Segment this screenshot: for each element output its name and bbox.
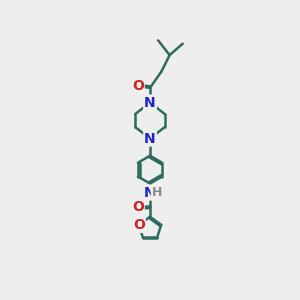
Text: N: N	[144, 131, 156, 146]
Text: N: N	[144, 185, 156, 200]
Text: N: N	[144, 96, 156, 110]
Text: O: O	[132, 79, 144, 93]
Text: O: O	[133, 218, 145, 232]
Text: H: H	[152, 186, 162, 199]
Text: O: O	[132, 200, 144, 214]
